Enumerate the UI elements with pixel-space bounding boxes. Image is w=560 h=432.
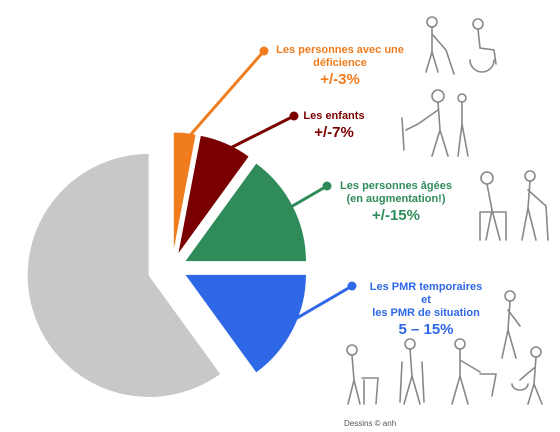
pie-slice bbox=[177, 134, 250, 256]
value-label: +/-3% bbox=[320, 71, 360, 88]
leader-line bbox=[283, 184, 328, 212]
slice-label: Les enfants bbox=[303, 110, 365, 122]
value-label: +/-15% bbox=[372, 207, 420, 224]
pie-slice bbox=[172, 131, 197, 255]
leader-dot bbox=[347, 281, 357, 291]
pie-slice bbox=[26, 152, 222, 398]
illustrations bbox=[346, 16, 549, 405]
slice-label: Les PMR temporaires et les PMR de situat… bbox=[369, 281, 483, 319]
leader-dot bbox=[322, 181, 332, 191]
slice-label: Les personnes âgées (en augmentation!) bbox=[340, 180, 452, 205]
pie-slice bbox=[183, 273, 307, 374]
leader-line bbox=[182, 50, 266, 144]
value-label: 5 – 15% bbox=[398, 321, 454, 338]
leader-dot bbox=[289, 111, 299, 121]
leader-line bbox=[283, 284, 353, 327]
credit: Dessins © anh bbox=[344, 419, 397, 428]
value-label: +/-7% bbox=[314, 124, 354, 141]
leader-dot bbox=[259, 46, 269, 56]
leader-line bbox=[221, 114, 295, 154]
slice-label: Les personnes avec une déficience bbox=[276, 44, 404, 69]
